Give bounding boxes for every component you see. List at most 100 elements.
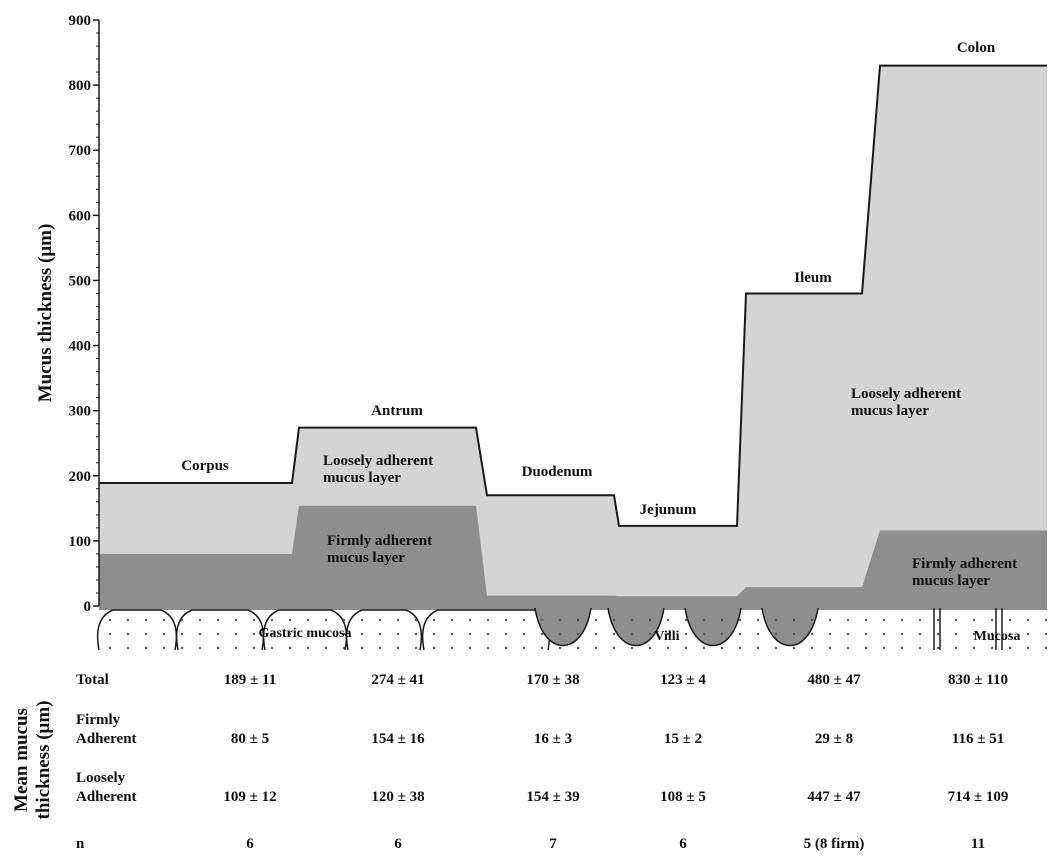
region-label-antrum: Antrum: [371, 403, 423, 419]
mucosa-dot: [702, 646, 706, 650]
mucosa-dot: [738, 618, 742, 622]
mucosa-dot: [1008, 632, 1012, 636]
table-cell-value: 154 ± 16: [371, 731, 425, 747]
data-table: Total 189 ± 11 274 ± 41 170 ± 38 123 ± 4 480 …: [11, 672, 1008, 852]
mucosa-dot: [954, 618, 958, 622]
firm-layer-area: [99, 505, 1047, 610]
gastric-gland-crypt: [175, 609, 265, 651]
mucosa-dot: [522, 646, 526, 650]
villus: [761, 607, 819, 647]
table-side-label: thickness (μm): [33, 701, 54, 820]
table-cell-value: 154 ± 39: [526, 789, 579, 805]
mucosa-dot: [162, 646, 166, 650]
mucosa-dot: [594, 618, 598, 622]
mucosa-dot: [900, 646, 904, 650]
mucosa-dot: [1044, 632, 1048, 636]
mucosa-dot: [432, 618, 436, 622]
mucosa-dot: [594, 632, 598, 636]
table-cell-value: 170 ± 38: [526, 672, 579, 688]
mucosa-dot: [972, 632, 976, 636]
table-cell-value: 830 ± 110: [948, 672, 1008, 688]
y-axis-title: Mucus thickness (μm): [35, 224, 56, 403]
gastric-gland-crypt: [96, 609, 178, 651]
table-row-label: Firmly: [76, 712, 121, 728]
loose-layer-label-antrum: Loosely adherent: [323, 453, 433, 469]
mucosa-dot: [468, 646, 472, 650]
mucosa-dot: [738, 632, 742, 636]
mucosa-dot: [594, 646, 598, 650]
mucosa-dot: [108, 632, 112, 636]
mucosa-dot: [486, 646, 490, 650]
mucosa-dot: [828, 646, 832, 650]
y-tick-label: 200: [69, 469, 92, 485]
region-label-corpus: Corpus: [181, 458, 229, 474]
mucosa-dot: [828, 632, 832, 636]
mucosa-dot: [720, 632, 724, 636]
mucosa-dot: [774, 646, 778, 650]
table-cell-value: 189 ± 11: [224, 672, 276, 688]
mucosa-dot: [450, 646, 454, 650]
mucosa-dot: [630, 618, 634, 622]
gastric-mucosa-label: Gastric mucosa: [259, 626, 352, 641]
mucosa-dot: [1026, 618, 1030, 622]
mucosa-dot: [846, 618, 850, 622]
mucosa-dot: [450, 632, 454, 636]
mucosa-dot: [306, 632, 310, 636]
y-tick-label: 600: [69, 208, 92, 224]
mucosa-dot: [612, 632, 616, 636]
mucosa-dot: [252, 632, 256, 636]
table-cell-value: 6: [679, 836, 687, 852]
mucosa-dot: [522, 632, 526, 636]
mucosa-dot: [810, 618, 814, 622]
firm-layer-label-antrum: Firmly adherent: [327, 533, 432, 549]
table-cell-value: 480 ± 47: [807, 672, 861, 688]
table-cell-value: 116 ± 51: [952, 731, 1004, 747]
table-cell-value: 11: [971, 836, 985, 852]
loose-layer-label-ileum: Loosely adherent: [851, 386, 961, 402]
mucosa-dot: [126, 646, 130, 650]
mucosa-dot: [576, 632, 580, 636]
mucosa-dot: [774, 632, 778, 636]
mucosa-dot: [396, 646, 400, 650]
mucosa-dot: [288, 632, 292, 636]
mucosa-dot: [846, 632, 850, 636]
mucosa-dot: [882, 632, 886, 636]
mucosa-illustration: Gastric mucosa Villi Mucosa: [96, 607, 1048, 651]
region-label-duodenum: Duodenum: [522, 464, 593, 480]
mucosa-dot: [864, 618, 868, 622]
region-label-colon: Colon: [957, 40, 996, 56]
table-cell-value: 16 ± 3: [534, 731, 572, 747]
table-cell-value: 5 (8 firm): [804, 836, 865, 852]
mucosa-dot: [540, 646, 544, 650]
mucosa-dot: [720, 646, 724, 650]
mucosa-dot: [216, 618, 220, 622]
mucosa-dot: [882, 618, 886, 622]
mucosa-dot: [720, 618, 724, 622]
mucosa-dot: [270, 646, 274, 650]
mucosa-dot: [324, 646, 328, 650]
mucosa-dot: [846, 646, 850, 650]
mucosa-dot: [774, 618, 778, 622]
region-label-ileum: Ileum: [794, 270, 832, 286]
mucosa-dot: [324, 618, 328, 622]
mucosa-dot: [738, 646, 742, 650]
mucosa-dot: [558, 618, 562, 622]
mucosa-dot: [990, 618, 994, 622]
mucosa-dot: [522, 618, 526, 622]
mucosa-dot: [234, 632, 238, 636]
mucosa-dot: [288, 618, 292, 622]
mucosa-dot: [180, 646, 184, 650]
table-row-label: Adherent: [76, 789, 137, 805]
mucosa-dot: [756, 632, 760, 636]
mucosa-dot: [180, 632, 184, 636]
y-tick-label: 700: [69, 143, 92, 159]
mucosa-dot: [108, 646, 112, 650]
table-cell-value: 108 ± 5: [660, 789, 706, 805]
villus: [684, 607, 742, 647]
mucosa-dot: [630, 632, 634, 636]
mucosa-dot: [126, 632, 130, 636]
firm-layer-label-colon: Firmly adherent: [912, 556, 1017, 572]
table-row-label: n: [76, 836, 85, 852]
y-tick-label: 0: [84, 599, 92, 615]
mucosa-dot: [360, 632, 364, 636]
